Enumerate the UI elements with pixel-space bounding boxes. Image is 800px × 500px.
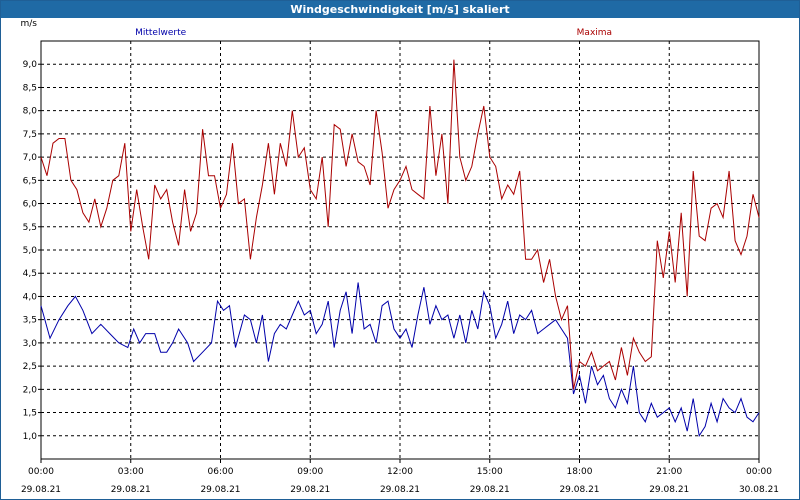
legend-label-maxima: Maxima [577,28,612,38]
y-tick-label: 3,0 [23,339,38,349]
x-tick-time-label: 00:00 [28,467,54,477]
y-tick-label: 9,0 [23,60,38,70]
legend-label-mittelwerte: Mittelwerte [135,28,186,38]
x-tick-time-label: 03:00 [118,467,144,477]
y-tick-label: 2,0 [23,385,38,395]
x-tick-date-label: 29.08.21 [380,485,420,495]
x-tick-time-label: 21:00 [656,467,682,477]
y-axis-unit-label: m/s [21,19,38,29]
y-tick-label: 4,0 [23,292,38,302]
y-tick-label: 1,5 [23,409,37,419]
x-tick-date-label: 29.08.21 [470,485,510,495]
x-tick-time-label: 09:00 [297,467,323,477]
y-tick-label: 7,5 [23,130,37,140]
x-tick-date-label: 29.08.21 [559,485,599,495]
y-tick-label: 7,0 [23,153,38,163]
wind-speed-chart: 1,0 1,5 2,0 2,5 3,0 3,5 4,0 4,5 5,0 5,5 6,0 6,5 7,0 7… [21,19,780,495]
x-tick-time-label: 15:00 [477,467,503,477]
y-tick-label: 5,0 [23,246,38,256]
x-tick-date-label: 29.08.21 [200,485,240,495]
y-tick-label: 8,5 [23,83,37,93]
series-line-mittelwerte [40,282,760,438]
x-tick-time-label: 18:00 [567,467,593,477]
y-tick-label: 8,0 [23,107,38,117]
x-tick-time-label: 12:00 [387,467,413,477]
x-tick-time-label: 00:00 [746,467,772,477]
x-tick-date-label: 30.08.21 [739,485,779,495]
x-tick-date-label: 29.08.21 [111,485,151,495]
x-tick-time-label: 06:00 [208,467,234,477]
y-tick-label: 5,5 [23,223,37,233]
y-tick-label: 2,5 [23,362,37,372]
window-title: Windgeschwindigkeit [m/s] skaliert [1,1,799,18]
y-tick-label: 6,5 [23,176,37,186]
y-tick-label: 6,0 [23,200,38,210]
x-tick-date-label: 29.08.21 [290,485,330,495]
y-tick-label: 1,0 [23,432,38,442]
x-tick-date-label: 29.08.21 [649,485,689,495]
x-tick-date-label: 29.08.21 [21,485,61,495]
y-tick-label: 4,5 [23,269,37,279]
y-tick-label: 3,5 [23,316,37,326]
series-line-maxima [40,59,760,390]
